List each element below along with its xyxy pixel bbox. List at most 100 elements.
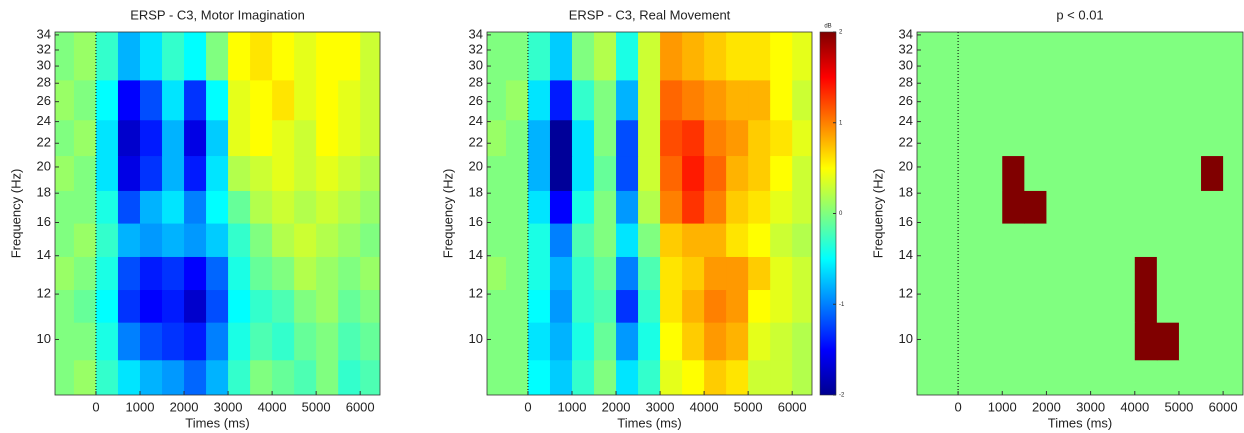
cell [594, 155, 617, 191]
cell [935, 359, 959, 395]
cell [616, 322, 639, 361]
cell [360, 32, 380, 81]
cell [1068, 289, 1092, 323]
cell [250, 322, 273, 361]
cell [139, 119, 163, 157]
cell [228, 190, 251, 224]
cell [294, 359, 317, 395]
y-tick-label: 18 [37, 185, 51, 200]
x-tick-label: 3000 [646, 399, 675, 414]
cell [117, 119, 141, 157]
cell [117, 222, 141, 257]
y-axis-label: Frequency (Hz) [440, 169, 455, 259]
cell [117, 322, 141, 361]
cell [527, 32, 551, 81]
cell [117, 256, 141, 291]
cell [682, 32, 705, 81]
cell [1178, 190, 1202, 224]
cell [1002, 222, 1025, 257]
cell [228, 155, 251, 191]
cell [594, 79, 617, 121]
cell [1024, 222, 1048, 257]
cell [73, 222, 97, 257]
cell [792, 359, 812, 395]
cell [228, 32, 251, 81]
cell [1156, 155, 1180, 191]
y-tick-label: 30 [469, 57, 483, 72]
cell [73, 119, 97, 157]
cell [704, 322, 727, 361]
cell [527, 190, 551, 224]
cell [792, 190, 812, 224]
cell [272, 155, 295, 191]
cell [682, 256, 705, 291]
cell [250, 79, 273, 121]
y-tick-label: 32 [469, 41, 483, 56]
cell [1046, 256, 1070, 291]
cell [549, 155, 573, 191]
y-tick-label: 10 [899, 331, 913, 346]
cell [792, 79, 812, 121]
cell [206, 155, 229, 191]
cell [1112, 155, 1136, 191]
cell [1201, 359, 1224, 395]
cell [505, 222, 529, 257]
cell [1002, 119, 1025, 157]
x-tick-label: 4000 [690, 399, 719, 414]
cell [917, 359, 937, 395]
y-tick-label: 16 [469, 214, 483, 229]
cell [338, 222, 361, 257]
cell [162, 359, 185, 395]
cell [294, 155, 317, 191]
cell [272, 289, 295, 323]
cell [958, 222, 981, 257]
cell [704, 190, 727, 224]
y-tick-label: 32 [37, 41, 51, 56]
cell [294, 190, 317, 224]
cell [95, 322, 119, 361]
y-tick-label: 18 [469, 185, 483, 200]
cell [770, 155, 793, 191]
cell [55, 79, 75, 121]
y-tick-label: 24 [37, 113, 51, 128]
cell [1024, 359, 1048, 395]
cell [748, 256, 771, 291]
cell [704, 359, 727, 395]
cell [1112, 322, 1136, 361]
x-tick-label: 0 [954, 399, 961, 414]
cell [55, 359, 75, 395]
cell [1046, 289, 1070, 323]
cell [1223, 119, 1243, 157]
cell [505, 190, 529, 224]
cell [1002, 359, 1025, 395]
heatmap [55, 32, 380, 395]
cell [958, 190, 981, 224]
cell [360, 222, 380, 257]
cell [549, 359, 573, 395]
cell [360, 155, 380, 191]
cell [958, 359, 981, 395]
y-tick-label: 30 [899, 57, 913, 72]
cell [1134, 289, 1158, 323]
cell [184, 359, 207, 395]
cell [1178, 155, 1202, 191]
cell [55, 119, 75, 157]
cell [250, 119, 273, 157]
cell [272, 79, 295, 121]
cell [1134, 322, 1158, 361]
cell [704, 289, 727, 323]
cell [616, 32, 639, 81]
cell [206, 289, 229, 323]
cell [726, 222, 749, 257]
x-tick-label: 1000 [558, 399, 587, 414]
cell [638, 322, 661, 361]
cell [1002, 289, 1025, 323]
cell [616, 79, 639, 121]
cell [549, 119, 573, 157]
cell [792, 222, 812, 257]
cell [117, 79, 141, 121]
cell [1134, 155, 1158, 191]
y-tick-label: 22 [469, 135, 483, 150]
cell [139, 155, 163, 191]
cell [162, 222, 185, 257]
